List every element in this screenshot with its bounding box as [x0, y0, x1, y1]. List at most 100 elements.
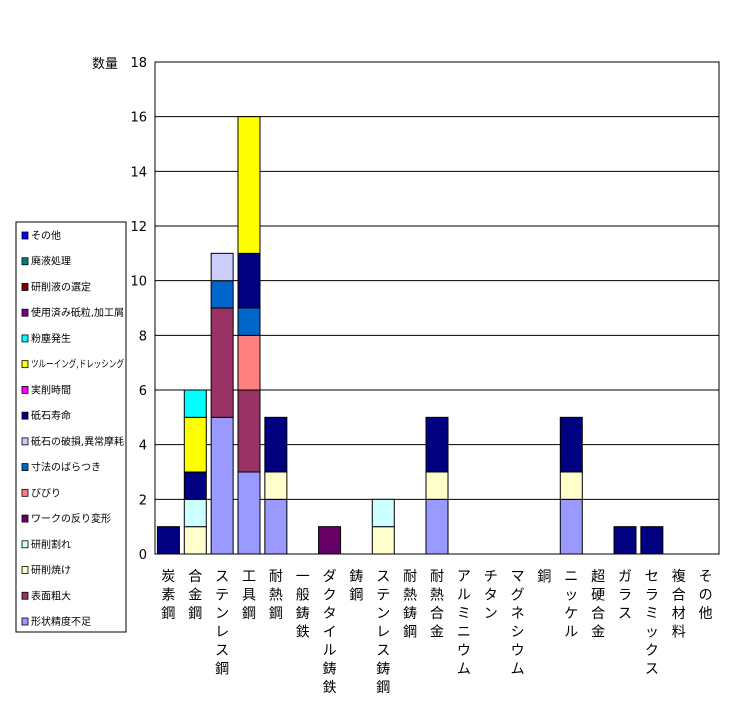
bar-segment [183, 498, 207, 528]
x-tick-label: 耐熱合金 [430, 569, 444, 641]
x-tick-label: 耐熱鋳鋼 [403, 569, 417, 641]
legend-swatch [21, 540, 29, 549]
y-tick-label: 18 [130, 56, 147, 71]
legend-item: 研削液の選定 [21, 280, 91, 293]
legend-item: 研削割れ [21, 538, 71, 551]
legend-swatch [21, 566, 29, 574]
legend-item: 研削焼け [21, 564, 71, 577]
x-tick-label: マグネシウム [511, 569, 525, 678]
bar-segment [210, 252, 234, 282]
bar-segment [210, 307, 234, 418]
x-tick-label: 合金鋼 [188, 569, 202, 622]
legend-item: 砥石の破損,異常摩耗 [21, 435, 124, 448]
x-tick-label: セラミックス [645, 569, 659, 678]
x-tick-label: ニッケル [564, 569, 578, 641]
x-tick-label: 炭素鋼 [161, 569, 175, 622]
legend-label: 研削割れ [31, 538, 71, 551]
bar-segment [183, 526, 207, 555]
legend-swatch [21, 514, 29, 523]
x-tick-label: ダクタイル鋳鉄 [323, 569, 337, 696]
x-tick-label: 一般鋳鉄 [296, 569, 310, 641]
legend-swatch [21, 308, 29, 317]
x-tick-label: ステンレス鋳鋼 [376, 569, 390, 696]
bar-segment [237, 252, 261, 309]
legend-item: 使用済み砥粒,加工屑 [21, 306, 124, 319]
bar-segment [183, 471, 207, 500]
bar-segment [156, 526, 180, 555]
legend-swatch [21, 385, 29, 394]
bar-segment [613, 526, 637, 555]
legend-item: ツルーイング,ドレッシング [21, 358, 124, 371]
bar-segment [425, 416, 449, 473]
legend-swatch [21, 591, 29, 600]
bar-segment [559, 498, 583, 555]
legend-item: 表面粗大 [21, 589, 71, 602]
legend-box [15, 221, 127, 633]
bar-segment [425, 471, 449, 500]
y-tick-label: 2 [139, 493, 147, 508]
legend-swatch [21, 231, 29, 240]
legend-label: 粉塵発生 [31, 332, 71, 345]
x-tick-label: 耐熱鋼 [269, 569, 283, 622]
legend-label: 実削時間 [31, 383, 71, 396]
legend-label: 表面粗大 [31, 589, 71, 602]
legend-label: 寸法のばらつき [31, 461, 101, 474]
y-tick-label: 4 [139, 439, 147, 454]
legend-item: 廃液処理 [21, 255, 71, 268]
x-tick-label: 超硬合金 [591, 569, 605, 641]
bar-segment [318, 526, 342, 555]
x-tick-label: 銅 [537, 569, 551, 585]
legend-swatch [21, 411, 29, 420]
y-axis-label: 数量 [92, 57, 118, 72]
legend: その他廃液処理研削液の選定使用済み砥粒,加工屑粉塵発生ツルーイング,ドレッシング… [15, 221, 127, 633]
x-tick-label: 鋳鋼 [349, 568, 363, 604]
legend-swatch [21, 617, 29, 626]
legend-item: ワークの反り変形 [21, 512, 111, 525]
bar-segment [183, 389, 207, 418]
legend-label: 廃液処理 [31, 255, 71, 268]
y-tick-label: 6 [139, 384, 147, 399]
legend-label: 砥石の破損,異常摩耗 [31, 435, 124, 448]
y-tick-label: 12 [130, 220, 147, 235]
x-tick-label: アルミニウム [457, 569, 471, 678]
x-tick-label: 複合材料 [672, 568, 686, 641]
y-axis-ticks: 0 2 4 6 8 10 12 14 16 18 [130, 56, 147, 563]
x-tick-label: チタン [484, 569, 498, 622]
bar-segment [264, 471, 288, 500]
bar-segment [425, 498, 449, 555]
legend-item: 実削時間 [21, 383, 71, 396]
legend-swatch [21, 334, 29, 343]
bar-segment [559, 416, 583, 473]
bars [156, 116, 664, 555]
legend-label: その他 [31, 229, 61, 242]
y-tick-label: 16 [130, 111, 147, 126]
x-tick-label: ステンレス鋼 [215, 569, 229, 678]
y-tick-label: 14 [130, 165, 147, 180]
legend-label: 形状精度不足 [31, 615, 91, 628]
legend-item: 砥石寿命 [21, 409, 71, 422]
y-tick-label: 0 [139, 548, 147, 563]
legend-swatch [21, 463, 29, 472]
legend-label: 研削焼け [31, 564, 71, 577]
legend-swatch [21, 360, 29, 369]
bar-segment [210, 280, 234, 309]
y-tick-label: 8 [139, 329, 147, 344]
bar-segment [183, 416, 207, 473]
legend-label: 使用済み砥粒,加工屑 [31, 306, 124, 319]
legend-label: ツルーイング,ドレッシング [31, 358, 124, 371]
bar-segment [237, 471, 261, 555]
bar-segment [237, 389, 261, 473]
legend-label: 研削液の選定 [31, 280, 91, 293]
bar-segment [640, 526, 664, 555]
x-tick-label: ガラス [618, 569, 632, 622]
legend-item: その他 [21, 229, 61, 242]
legend-label: ワークの反り変形 [31, 512, 111, 525]
bar-segment [237, 307, 261, 336]
bar-segment [237, 116, 261, 254]
legend-item: 粉塵発生 [21, 332, 71, 345]
bar-segment [237, 334, 261, 391]
bar-segment [371, 526, 395, 555]
plot-area-frame [154, 61, 720, 555]
legend-swatch [21, 488, 29, 497]
